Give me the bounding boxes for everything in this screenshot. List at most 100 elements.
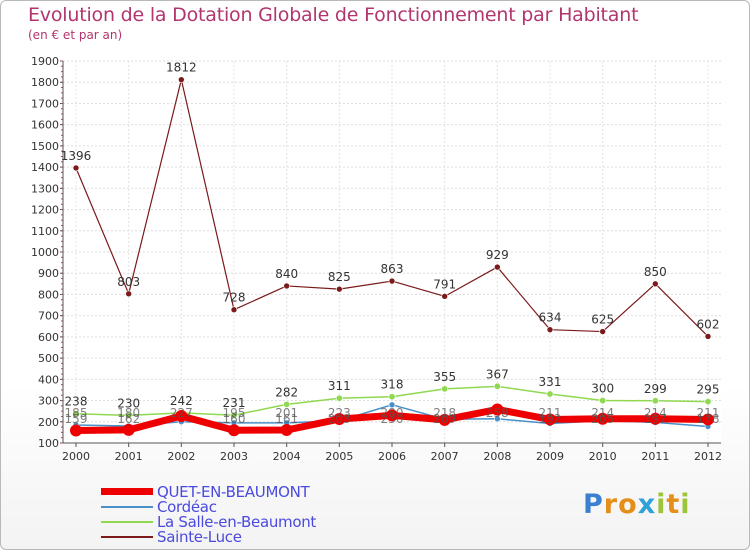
data-point bbox=[546, 326, 554, 333]
x-tick-label: 2007 bbox=[431, 450, 459, 463]
data-label: 214 bbox=[591, 406, 614, 420]
y-tick-label: 700 bbox=[38, 310, 59, 323]
data-label: 238 bbox=[65, 395, 88, 409]
data-point bbox=[651, 397, 659, 405]
chart-subtitle: (en € et par an) bbox=[28, 28, 123, 42]
data-label: 850 bbox=[644, 265, 667, 279]
data-point bbox=[599, 328, 606, 335]
data-label: 1812 bbox=[166, 61, 197, 75]
y-tick-label: 1000 bbox=[31, 246, 59, 259]
data-label: 367 bbox=[486, 367, 509, 381]
y-tick-label: 1500 bbox=[31, 140, 59, 153]
data-label: 634 bbox=[539, 311, 562, 325]
data-point bbox=[596, 412, 609, 425]
data-label: 258 bbox=[486, 406, 509, 420]
data-point bbox=[649, 412, 662, 425]
data-label: 230 bbox=[381, 412, 404, 426]
logo-letter: o bbox=[618, 489, 638, 520]
data-label: 840 bbox=[275, 267, 298, 281]
data-label: 192 bbox=[539, 412, 562, 426]
data-point bbox=[546, 390, 554, 398]
legend-swatch bbox=[101, 488, 153, 495]
data-point bbox=[493, 382, 501, 390]
legend-swatch bbox=[101, 521, 153, 523]
x-tick-label: 2012 bbox=[694, 450, 722, 463]
data-label: 223 bbox=[328, 406, 351, 420]
data-label: 180 bbox=[117, 406, 140, 420]
data-point bbox=[441, 293, 448, 300]
data-point bbox=[336, 285, 343, 293]
data-point bbox=[230, 411, 238, 419]
y-tick-label: 1200 bbox=[31, 204, 59, 217]
data-point bbox=[125, 411, 133, 419]
legend-label: Cordéac bbox=[157, 498, 217, 516]
data-point bbox=[441, 385, 449, 393]
data-point bbox=[702, 413, 714, 426]
data-point bbox=[652, 280, 659, 288]
data-label: 203 bbox=[328, 412, 351, 426]
data-point bbox=[72, 164, 80, 172]
data-point bbox=[388, 393, 396, 401]
data-point bbox=[599, 397, 607, 405]
data-label: 300 bbox=[591, 382, 614, 396]
data-label: 242 bbox=[170, 394, 193, 408]
data-point bbox=[178, 76, 185, 83]
x-tick-label: 2008 bbox=[483, 450, 511, 463]
legend-label: Sainte-Luce bbox=[157, 528, 242, 546]
x-tick-label: 2001 bbox=[115, 450, 143, 463]
data-point bbox=[494, 415, 501, 423]
data-label: 311 bbox=[328, 379, 351, 393]
logo-letter: x bbox=[637, 489, 657, 520]
legend-label: La Salle-en-Beaumont bbox=[157, 513, 317, 531]
data-point bbox=[280, 424, 293, 437]
data-label: 231 bbox=[223, 396, 246, 410]
data-point bbox=[283, 282, 290, 290]
data-label: 159 bbox=[65, 412, 88, 426]
data-point bbox=[230, 306, 238, 314]
data-label: 803 bbox=[117, 275, 140, 289]
x-tick-label: 2002 bbox=[167, 450, 195, 463]
data-label: 282 bbox=[275, 385, 298, 399]
data-label: 185 bbox=[65, 406, 88, 420]
legend-swatch bbox=[101, 536, 153, 538]
x-tick-label: 2010 bbox=[589, 450, 617, 463]
x-tick-label: 2004 bbox=[273, 450, 301, 463]
data-label: 211 bbox=[697, 406, 720, 420]
data-point bbox=[122, 423, 135, 436]
legend-swatch bbox=[101, 506, 153, 508]
data-label: 160 bbox=[223, 412, 246, 426]
data-point bbox=[175, 410, 188, 423]
data-label: 331 bbox=[539, 375, 562, 389]
x-tick-label: 2005 bbox=[325, 450, 353, 463]
data-label: 863 bbox=[381, 262, 404, 276]
y-tick-label: 800 bbox=[38, 288, 59, 301]
y-tick-label: 900 bbox=[38, 267, 59, 280]
data-point bbox=[228, 424, 240, 437]
data-point bbox=[704, 398, 712, 406]
data-label: 162 bbox=[117, 412, 140, 426]
y-tick-label: 1700 bbox=[31, 97, 59, 110]
y-tick-label: 200 bbox=[38, 416, 59, 429]
y-tick-label: 1900 bbox=[31, 55, 59, 68]
data-point bbox=[388, 401, 396, 409]
data-label: 161 bbox=[275, 412, 298, 426]
data-point bbox=[386, 409, 398, 422]
data-label: 197 bbox=[644, 412, 667, 426]
y-tick-label: 500 bbox=[38, 352, 59, 365]
data-point bbox=[544, 413, 556, 426]
data-label: 205 bbox=[591, 412, 614, 426]
data-label: 355 bbox=[433, 370, 456, 384]
y-tick-label: 600 bbox=[38, 331, 59, 344]
logo-letter: i bbox=[680, 489, 691, 520]
data-label: 280 bbox=[381, 406, 404, 420]
x-tick-label: 2006 bbox=[378, 450, 406, 463]
data-label: 230 bbox=[117, 396, 140, 410]
y-tick-label: 300 bbox=[38, 395, 59, 408]
x-tick-label: 2000 bbox=[62, 450, 90, 463]
legend-label: QUET-EN-BEAUMONT bbox=[157, 483, 310, 501]
data-point bbox=[335, 394, 343, 402]
data-point bbox=[70, 424, 82, 437]
logo-letter: r bbox=[603, 489, 619, 520]
